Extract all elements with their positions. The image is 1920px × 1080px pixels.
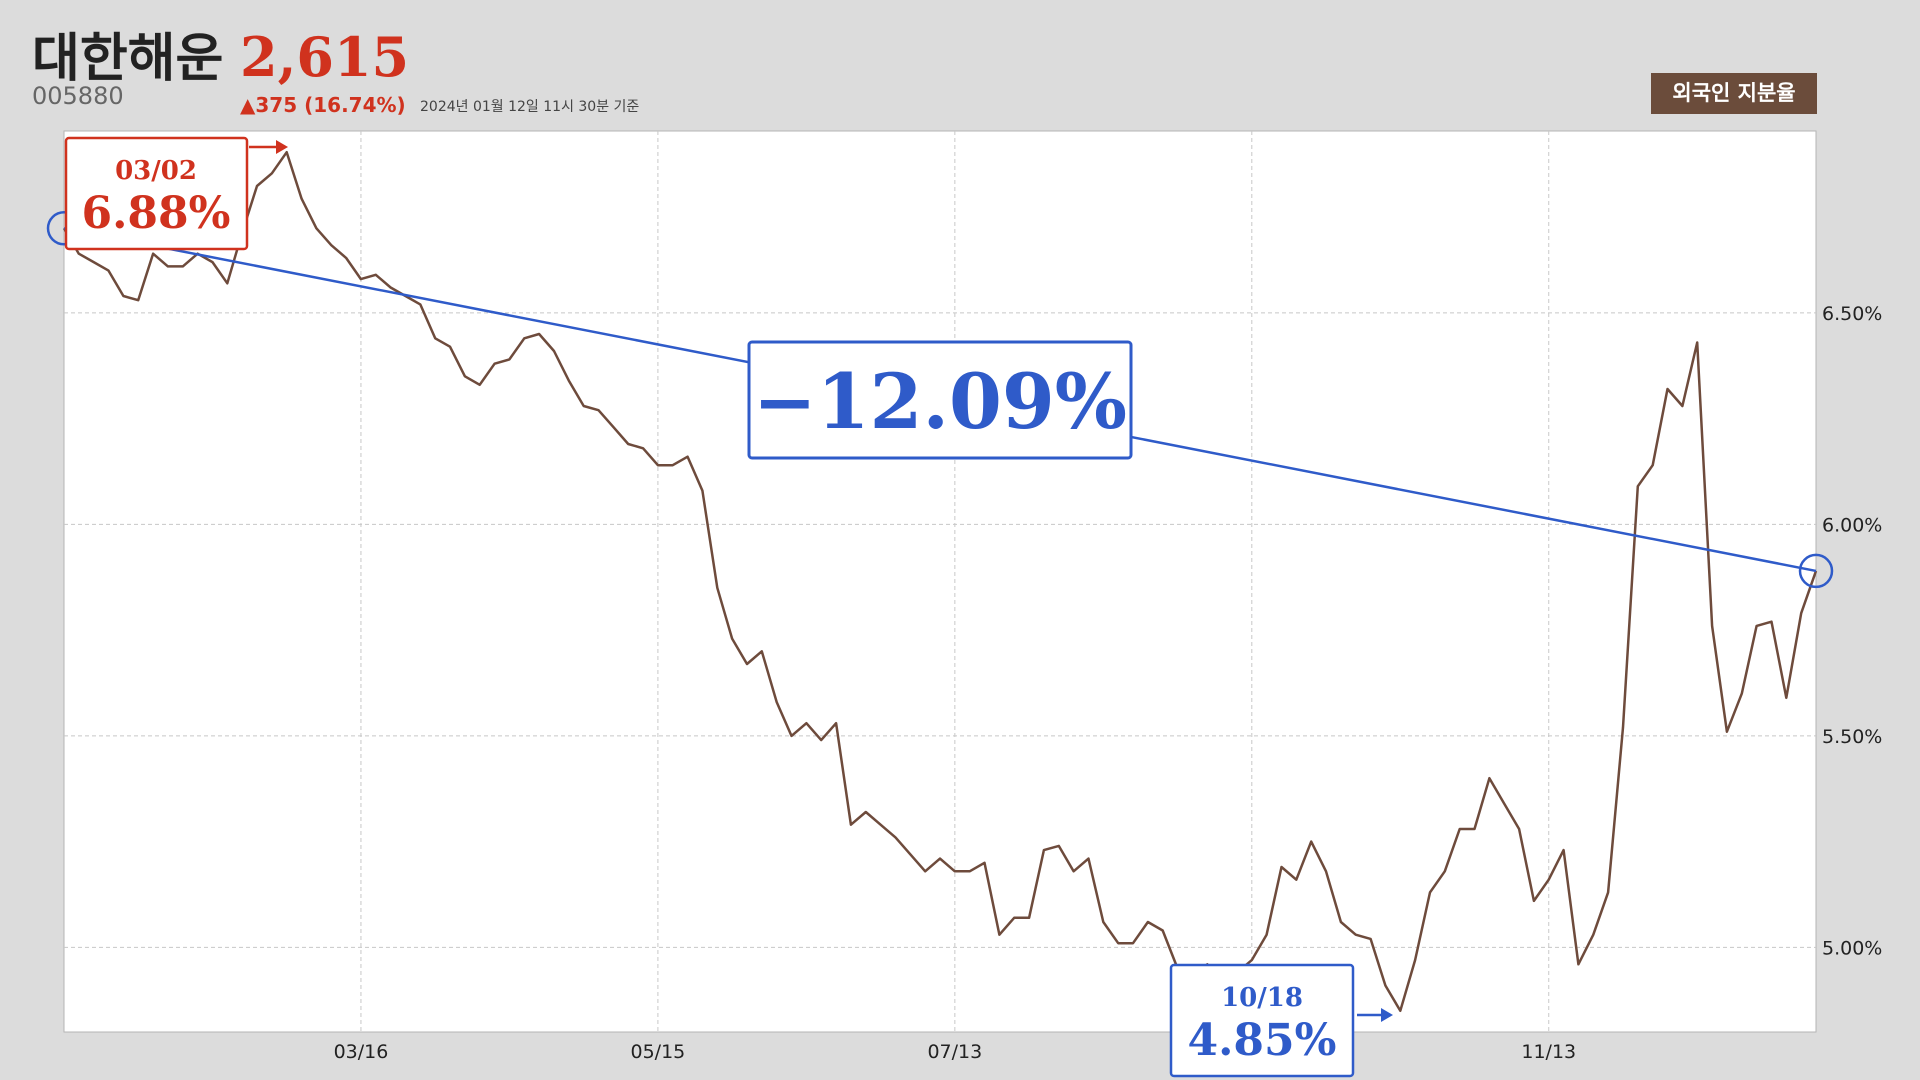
y-tick-label: 6.00% xyxy=(1822,514,1882,536)
x-tick-label: 11/13 xyxy=(1521,1041,1576,1063)
max-arrow-head xyxy=(276,140,288,154)
badge-box xyxy=(1651,73,1817,114)
max-value: 6.88% xyxy=(82,188,231,239)
x-tick-label: 05/15 xyxy=(631,1041,686,1063)
grid xyxy=(64,131,1816,1032)
price-change: ▲375 (16.74%) xyxy=(240,93,406,117)
min-date: 10/18 xyxy=(1221,983,1303,1013)
max-box xyxy=(64,136,249,251)
chart-title: 대한해운 xyxy=(32,29,223,89)
stock-code: 005880 xyxy=(32,82,124,110)
end-marker xyxy=(1798,553,1834,589)
price: 2,615 xyxy=(240,25,409,89)
x-tick-label: 03/16 xyxy=(334,1041,389,1063)
change-box xyxy=(747,340,1133,460)
max-date: 03/02 xyxy=(115,156,197,186)
min-value: 4.85% xyxy=(1188,1015,1337,1066)
x-tick-label: 07/13 xyxy=(927,1041,982,1063)
min-arrow-head xyxy=(1381,1008,1393,1022)
y-tick-label: 5.50% xyxy=(1822,726,1882,748)
timestamp: 2024년 01월 12일 11시 30분 기준 xyxy=(420,99,639,115)
data-line xyxy=(62,150,1818,1013)
y-tick-label: 5.00% xyxy=(1822,937,1882,959)
plot-area xyxy=(63,130,1817,1033)
y-tick-label: 6.50% xyxy=(1822,303,1882,325)
min-box xyxy=(1169,963,1355,1078)
change-value: −12.09% xyxy=(753,357,1127,446)
badge: 외국인 지분율 xyxy=(1672,81,1795,105)
